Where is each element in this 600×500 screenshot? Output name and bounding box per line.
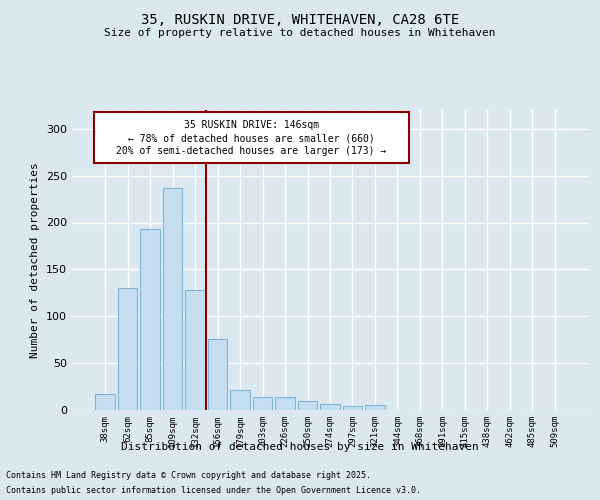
- Bar: [298, 400, 317, 410]
- Bar: [320, 404, 340, 410]
- Text: 20% of semi-detached houses are larger (173) →: 20% of semi-detached houses are larger (…: [116, 146, 386, 156]
- Text: 35, RUSKIN DRIVE, WHITEHAVEN, CA28 6TE: 35, RUSKIN DRIVE, WHITEHAVEN, CA28 6TE: [141, 12, 459, 26]
- Bar: [208, 339, 227, 410]
- Y-axis label: Number of detached properties: Number of detached properties: [31, 162, 40, 358]
- Bar: [253, 397, 272, 410]
- Text: Contains HM Land Registry data © Crown copyright and database right 2025.: Contains HM Land Registry data © Crown c…: [6, 471, 371, 480]
- Bar: [365, 406, 385, 410]
- Bar: [95, 394, 115, 410]
- Text: ← 78% of detached houses are smaller (660): ← 78% of detached houses are smaller (66…: [128, 133, 374, 143]
- FancyBboxPatch shape: [94, 112, 409, 162]
- Bar: [275, 397, 295, 410]
- Bar: [185, 290, 205, 410]
- Bar: [343, 406, 362, 410]
- Bar: [163, 188, 182, 410]
- Bar: [230, 390, 250, 410]
- Text: Size of property relative to detached houses in Whitehaven: Size of property relative to detached ho…: [104, 28, 496, 38]
- Text: Contains public sector information licensed under the Open Government Licence v3: Contains public sector information licen…: [6, 486, 421, 495]
- Text: Distribution of detached houses by size in Whitehaven: Distribution of detached houses by size …: [121, 442, 479, 452]
- Text: 35 RUSKIN DRIVE: 146sqm: 35 RUSKIN DRIVE: 146sqm: [184, 120, 319, 130]
- Bar: [140, 229, 160, 410]
- Bar: [118, 288, 137, 410]
